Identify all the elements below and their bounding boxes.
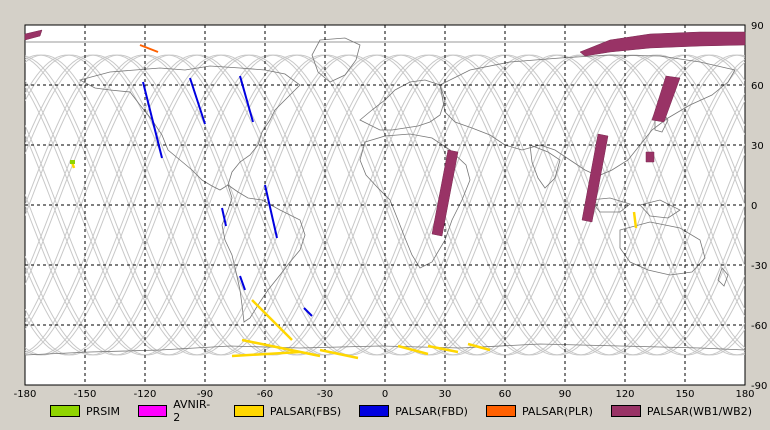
x-tick-labels: -180 -150 -120 -90 -60 -30 0 30 60 90 120 150 180 [14, 389, 755, 400]
y-tick-label: 60 [751, 81, 764, 92]
legend-label: PALSAR(PLR) [521, 404, 593, 418]
x-tick-label: -120 [134, 389, 157, 400]
y-tick-label: -60 [751, 321, 767, 332]
legend-label: PALSAR(WB1/WB2) [646, 404, 752, 418]
x-tick-label: -30 [317, 389, 333, 400]
x-tick-label: -60 [257, 389, 273, 400]
legend-label: PALSAR(FBD) [395, 404, 468, 418]
x-tick-label: 0 [382, 389, 388, 400]
x-tick-label: -180 [14, 389, 37, 400]
legend-swatch [138, 405, 168, 417]
orbit-track [25, 54, 745, 356]
x-tick-label: 180 [735, 389, 754, 400]
palsar-fbs-swaths [70, 161, 638, 360]
y-tick-label: 0 [751, 201, 757, 212]
legend-item: PALSAR(WB1/WB2) [610, 404, 752, 418]
palsar-plr-swaths [139, 44, 159, 53]
legend-swatch [50, 405, 80, 417]
legend-item: AVNIR-2 [138, 398, 216, 424]
legend: PRSIM AVNIR-2 PALSAR(FBS) PALSAR(FBD) PALSAR… [50, 398, 770, 424]
graticule [25, 25, 745, 385]
legend-swatch [233, 405, 264, 417]
x-tick-label: -150 [74, 389, 97, 400]
palsar-wb-swaths [24, 29, 746, 237]
legend-swatch [610, 405, 641, 417]
x-tick-label: 60 [499, 389, 512, 400]
legend-label: PALSAR(FBS) [269, 404, 342, 418]
x-tick-label: -90 [197, 389, 213, 400]
prsim-swaths [70, 160, 75, 164]
legend-item: PRSIM [50, 405, 120, 418]
legend-label: AVNIR-2 [173, 398, 211, 424]
x-tick-label: 90 [559, 389, 572, 400]
legend-label: PRSIM [86, 404, 120, 418]
y-tick-label: 90 [751, 21, 764, 32]
x-tick-label: 150 [675, 389, 694, 400]
legend-item: PALSAR(FBS) [233, 404, 342, 418]
x-tick-label: 120 [615, 389, 634, 400]
legend-item: PALSAR(PLR) [485, 404, 593, 418]
coastlines [24, 37, 746, 356]
x-tick-label: 30 [439, 389, 452, 400]
legend-swatch [485, 405, 516, 417]
palsar-fbd-swaths [142, 75, 313, 317]
y-tick-label: 30 [751, 141, 764, 152]
legend-swatch [359, 405, 390, 417]
y-tick-label: -90 [751, 381, 767, 392]
y-tick-label: -30 [751, 261, 767, 272]
legend-item: PALSAR(FBD) [359, 405, 468, 418]
y-tick-labels: 90 60 30 0 -30 -60 -90 [751, 21, 767, 392]
